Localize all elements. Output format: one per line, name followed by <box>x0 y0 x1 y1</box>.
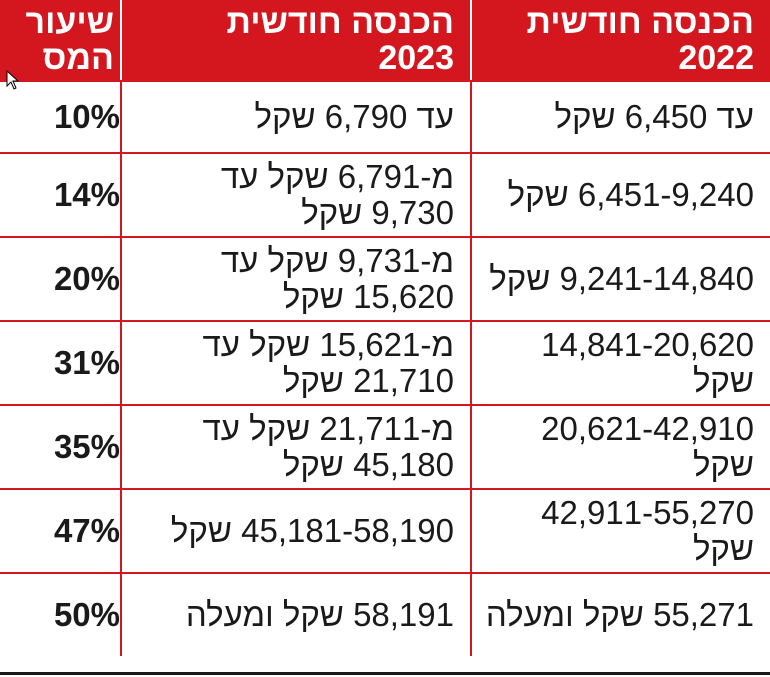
tax-rate-cell: 10% <box>53 98 120 135</box>
header-row: הכנסה חודשית 2022 הכנסה חודשית 2023 שיעו… <box>0 0 770 80</box>
income-2022-cell: 9,241-14,840 שקל <box>470 238 770 320</box>
income-2022-cell: 14,841-20,620 שקל <box>470 322 770 404</box>
income-2023-cell: מ-6,791 שקל עד 9,730 שקל <box>120 154 470 236</box>
header-rate-line2: המס <box>42 39 114 77</box>
header-rate-line1: שיעור <box>25 3 114 41</box>
income-2022-cell: עד 6,450 שקל <box>470 82 770 152</box>
header-income-2022: הכנסה חודשית 2022 <box>470 0 770 80</box>
table-row: 14,841-20,620 שקל מ-15,621 שקל עד 21,710… <box>0 320 770 404</box>
tax-rate-cell: 35% <box>53 428 120 465</box>
income-2023-cell: עד 6,790 שקל <box>120 82 470 152</box>
tax-rate-cell: 31% <box>53 344 120 381</box>
tax-bracket-table: הכנסה חודשית 2022 הכנסה חודשית 2023 שיעו… <box>0 0 770 656</box>
header-2022-label: הכנסה חודשית <box>526 3 755 41</box>
income-2023-cell: מ-9,731 שקל עד 15,620 שקל <box>120 238 470 320</box>
income-2022-cell: 42,911-55,270 שקל <box>470 490 770 572</box>
tax-rate-cell: 50% <box>53 596 120 633</box>
header-tax-rate: שיעור המס <box>0 0 120 80</box>
income-2022-cell: 20,621-42,910 שקל <box>470 406 770 488</box>
income-2023-cell: מ-21,711 שקל עד 45,180 שקל <box>120 406 470 488</box>
header-2023-year: 2023 <box>378 39 454 77</box>
table-row: 42,911-55,270 שקל 45,181-58,190 שקל 47% <box>0 488 770 572</box>
bottom-rule <box>0 672 770 675</box>
tax-rate-cell: 20% <box>53 260 120 297</box>
income-2022-cell: 55,271 שקל ומעלה <box>470 574 770 656</box>
income-2023-cell: מ-15,621 שקל עד 21,710 שקל <box>120 322 470 404</box>
income-2023-cell: 45,181-58,190 שקל <box>120 490 470 572</box>
tax-rate-cell: 47% <box>53 512 120 549</box>
mouse-pointer-icon <box>6 70 20 90</box>
table-row: 55,271 שקל ומעלה 58,191 שקל ומעלה 50% <box>0 572 770 656</box>
table-row: 9,241-14,840 שקל מ-9,731 שקל עד 15,620 ש… <box>0 236 770 320</box>
income-2023-cell: 58,191 שקל ומעלה <box>120 574 470 656</box>
table-row: 20,621-42,910 שקל מ-21,711 שקל עד 45,180… <box>0 404 770 488</box>
header-2022-year: 2022 <box>678 39 754 77</box>
header-2023-label: הכנסה חודשית <box>226 3 455 41</box>
table-row: עד 6,450 שקל עד 6,790 שקל 10% <box>0 80 770 152</box>
income-2022-cell: 6,451-9,240 שקל <box>470 154 770 236</box>
tax-rate-cell: 14% <box>53 176 120 213</box>
table-row: 6,451-9,240 שקל מ-6,791 שקל עד 9,730 שקל… <box>0 152 770 236</box>
header-income-2023: הכנסה חודשית 2023 <box>120 0 470 80</box>
